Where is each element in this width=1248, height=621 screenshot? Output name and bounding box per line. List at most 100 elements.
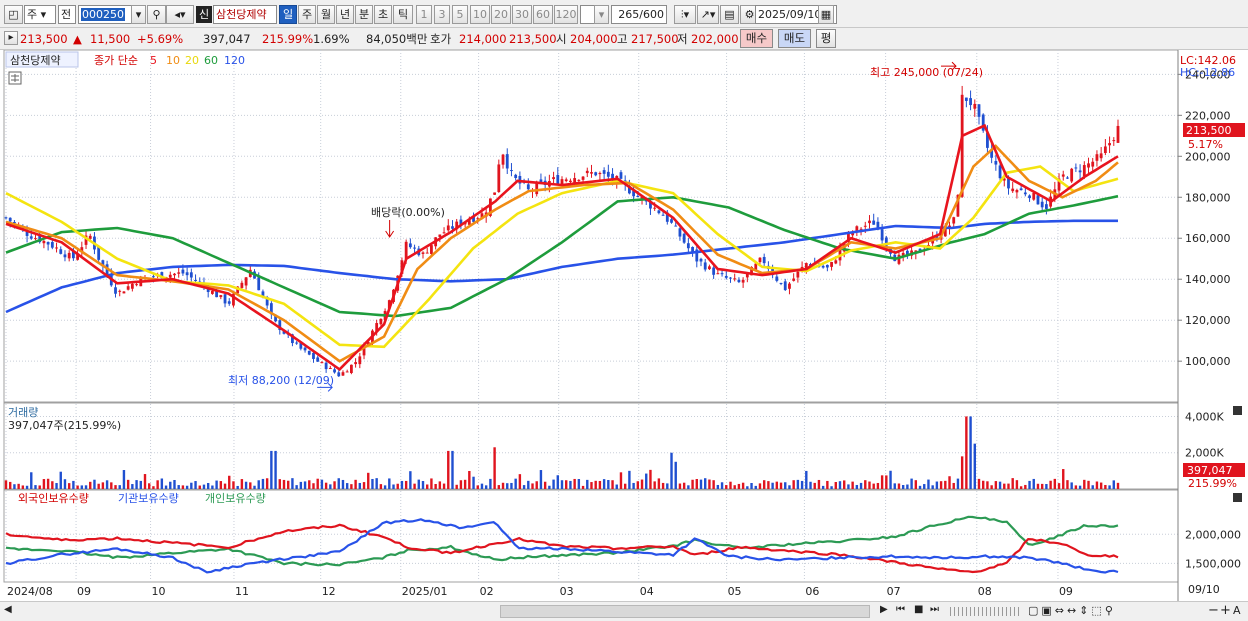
gear-icon[interactable]: ⚙ bbox=[740, 5, 759, 24]
first-page-icon[interactable]: ⏮ bbox=[896, 604, 905, 615]
save-icon[interactable]: ▤ bbox=[720, 5, 739, 24]
code-input[interactable]: 000250 bbox=[78, 5, 146, 24]
stock-chart[interactable]: 240,000 220,000 200,000 180,000 160,000 140,0… bbox=[0, 50, 1248, 601]
candle bbox=[1007, 178, 1010, 189]
interval-1[interactable]: 1 bbox=[416, 5, 432, 24]
interval-60[interactable]: 60 bbox=[533, 5, 553, 24]
volume-bar bbox=[337, 478, 340, 489]
holdings-legend-institution: 기관보유수량 bbox=[118, 492, 179, 505]
market-select[interactable]: 주 ▾ bbox=[24, 5, 56, 24]
candle bbox=[1002, 178, 1006, 181]
candle bbox=[708, 266, 711, 270]
candle bbox=[994, 160, 998, 165]
period-month[interactable]: 월 bbox=[317, 5, 335, 24]
interval-3[interactable]: 3 bbox=[434, 5, 450, 24]
candle bbox=[173, 273, 176, 276]
candle bbox=[1044, 204, 1048, 209]
interval-30[interactable]: 30 bbox=[512, 5, 532, 24]
candle bbox=[998, 165, 1002, 179]
candle bbox=[219, 295, 223, 298]
zoom-slider[interactable] bbox=[950, 607, 1020, 616]
candle-type-icon[interactable]: ⫶▾ bbox=[674, 5, 696, 24]
candle bbox=[122, 291, 126, 294]
count-input[interactable]: 265/600 bbox=[611, 5, 667, 24]
period-year[interactable]: 년 bbox=[336, 5, 354, 24]
volume-bar bbox=[333, 481, 336, 489]
time-tick-label: 11 bbox=[235, 585, 249, 598]
candle bbox=[825, 264, 829, 268]
calendar-icon[interactable]: ▦ bbox=[818, 5, 834, 24]
candle bbox=[316, 357, 320, 362]
period-second[interactable]: 초 bbox=[374, 5, 392, 24]
expand-icon[interactable]: ▸ bbox=[4, 31, 18, 45]
price-tick-label: 200,000 bbox=[1185, 150, 1231, 163]
volume-bar bbox=[994, 481, 998, 489]
candle bbox=[261, 291, 265, 298]
period-tick[interactable]: 틱 bbox=[393, 5, 413, 24]
chevron-down-icon[interactable]: ▾ bbox=[131, 5, 146, 24]
speaker-icon[interactable]: ◂▾ bbox=[166, 5, 194, 24]
period-day[interactable]: 일 bbox=[279, 5, 297, 24]
volume-bar bbox=[447, 450, 450, 489]
draw-tool-icon[interactable]: ↗▾ bbox=[697, 5, 719, 24]
candle bbox=[232, 293, 235, 306]
volume-bar bbox=[830, 486, 833, 489]
volume-bar bbox=[893, 483, 896, 489]
interval-120[interactable]: 120 bbox=[554, 5, 578, 24]
volume-bar bbox=[733, 485, 736, 489]
dividend-arrow-icon bbox=[385, 220, 395, 238]
font-size-icon[interactable]: A bbox=[1233, 604, 1241, 617]
candle bbox=[4, 217, 8, 219]
volume-bar bbox=[1095, 481, 1099, 489]
new-badge: 신 bbox=[196, 6, 212, 23]
candle bbox=[510, 170, 513, 172]
volume-bar bbox=[249, 482, 252, 489]
candle bbox=[295, 342, 299, 344]
window-icon[interactable]: ◰ bbox=[4, 5, 23, 24]
period-week[interactable]: 주 bbox=[298, 5, 316, 24]
candle bbox=[729, 277, 732, 279]
prev-toggle[interactable]: 전 bbox=[58, 5, 76, 24]
volume-bar bbox=[1091, 485, 1094, 489]
scroll-right-icon[interactable]: ▶ bbox=[880, 604, 888, 615]
volume-bar bbox=[725, 485, 728, 489]
buy-order-button[interactable]: 매수 bbox=[740, 29, 773, 48]
volume-bar bbox=[497, 485, 501, 489]
date-input[interactable]: 2025/09/10 bbox=[755, 5, 837, 24]
volume-bar bbox=[1112, 480, 1115, 489]
volume-close-icon[interactable] bbox=[1233, 406, 1242, 415]
view-tools-icon[interactable]: ▢▣⇔↔⇕⬚⚲ bbox=[1028, 604, 1116, 617]
volume-bar bbox=[345, 483, 349, 489]
volume-bar bbox=[426, 484, 429, 489]
chevron-down-icon[interactable]: ▾ bbox=[594, 5, 609, 24]
last-page-icon[interactable]: ⏭ bbox=[930, 604, 939, 615]
price-tick-label: 220,000 bbox=[1185, 109, 1231, 122]
search-icon[interactable]: ⚲ bbox=[147, 5, 166, 24]
period-minute[interactable]: 분 bbox=[355, 5, 373, 24]
stop-icon[interactable]: ■ bbox=[914, 604, 924, 615]
holdings-close-icon[interactable] bbox=[1233, 493, 1242, 502]
candle bbox=[421, 252, 425, 254]
avg-price-button[interactable]: 평 bbox=[816, 29, 836, 48]
interval-20[interactable]: 20 bbox=[491, 5, 511, 24]
candle bbox=[627, 185, 631, 194]
interval-5[interactable]: 5 bbox=[452, 5, 468, 24]
interval-10[interactable]: 10 bbox=[470, 5, 490, 24]
volume-bar bbox=[1057, 483, 1061, 489]
scroll-thumb[interactable] bbox=[500, 605, 870, 618]
candle bbox=[307, 350, 311, 355]
chart-scrollbar[interactable]: ◀ ▶ ⏮ ■ ⏭ ▢▣⇔↔⇕⬚⚲ − + A bbox=[0, 601, 1248, 621]
zoom-in-icon[interactable]: + bbox=[1220, 603, 1231, 618]
volume-bar bbox=[1024, 484, 1027, 489]
volume-bar bbox=[278, 479, 281, 489]
zoom-out-icon[interactable]: − bbox=[1208, 603, 1219, 618]
ask-label: 호가 bbox=[430, 32, 452, 46]
scroll-left-icon[interactable]: ◀ bbox=[4, 604, 12, 615]
sell-order-button[interactable]: 매도 bbox=[778, 29, 811, 48]
candle bbox=[720, 273, 724, 275]
candle bbox=[97, 246, 101, 260]
candle bbox=[880, 229, 884, 241]
candle bbox=[1091, 161, 1095, 167]
candle bbox=[480, 213, 484, 220]
candle bbox=[884, 237, 888, 246]
